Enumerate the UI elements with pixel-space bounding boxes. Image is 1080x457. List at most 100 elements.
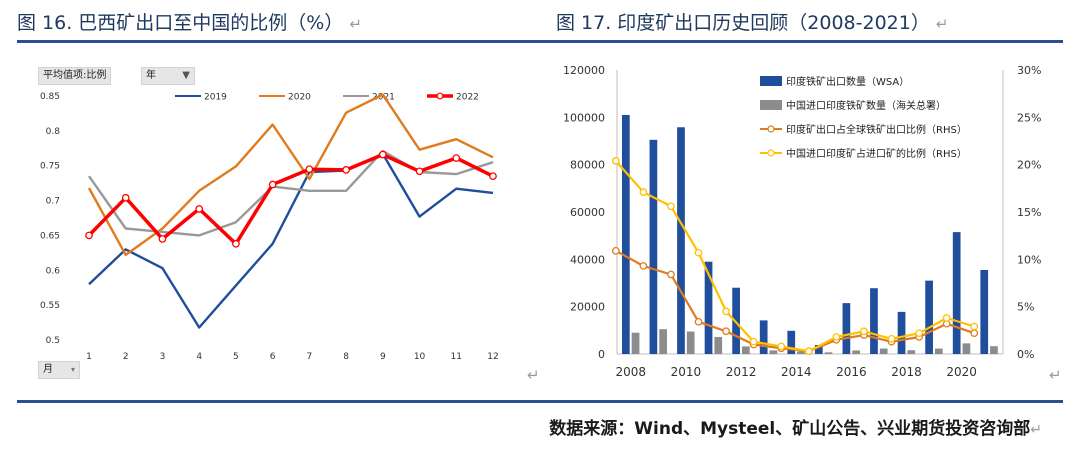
x-tick-label: 5	[233, 352, 239, 362]
bar-customs-2013	[769, 350, 778, 354]
point-2022	[489, 172, 497, 181]
point-china	[970, 322, 979, 331]
return-mark-right: ↵	[1049, 366, 1062, 384]
bar-wsa-2014	[787, 330, 796, 354]
bar-wsa-2016	[842, 303, 851, 354]
filter-icon: ▼	[182, 70, 190, 81]
brazil-line-chart: 0.50.550.60.650.70.750.80.851 2 3 4 5 6 7 8 9 10 1…	[40, 92, 499, 362]
y-tick-label: 0	[598, 348, 605, 361]
y-tick-label: 0.6	[46, 266, 61, 276]
bar-wsa-2010	[677, 127, 685, 354]
point-2022	[121, 193, 130, 202]
x-tick-label: 8	[343, 352, 349, 362]
point-china	[777, 342, 786, 351]
y2-tick-label: 25%	[1017, 111, 1041, 124]
bar-wsa-2015	[814, 345, 823, 354]
point-china	[832, 333, 841, 341]
bar-wsa-2013	[759, 320, 768, 354]
point-china	[860, 327, 868, 336]
legend-swatch-wsa	[760, 76, 782, 86]
data-source: 数据来源：Wind、Mysteel、矿山公告、兴业期货投资咨询部↵	[549, 419, 1042, 439]
source-rule	[17, 400, 1063, 403]
point-china	[639, 188, 648, 196]
bar-wsa-2021	[980, 269, 989, 354]
point-china	[915, 329, 923, 338]
bar-wsa-2011	[704, 261, 713, 354]
y2-tick-label: 15%	[1017, 206, 1041, 219]
point-global	[970, 329, 979, 338]
bar-wsa-2009	[649, 139, 658, 354]
y2-tick-label: 30%	[1017, 64, 1041, 77]
point-china	[694, 248, 703, 257]
point-2022	[85, 231, 93, 240]
y-tick-label: 20000	[570, 301, 605, 314]
bar-customs-2012	[741, 346, 750, 354]
legend-marker-2022	[436, 92, 444, 100]
bar-customs-2018	[907, 350, 916, 354]
x-tick-label: 2018	[891, 365, 922, 379]
x-tick-label: 2020	[946, 365, 977, 379]
x-tick-label: 7	[306, 352, 312, 362]
bar-wsa-2008	[621, 114, 630, 354]
bar-wsa-2020	[952, 232, 961, 354]
x-tick-label: 12	[487, 352, 498, 362]
point-2022	[342, 166, 350, 174]
y-tick-label: 40000	[570, 253, 605, 266]
y-tick-label: 60000	[570, 206, 605, 219]
bar-customs-2010	[686, 331, 695, 354]
point-global	[639, 262, 648, 270]
x-tick-label: 10	[414, 352, 426, 362]
x-tick-label: 6	[270, 352, 276, 362]
x-tick-label: 11	[451, 352, 462, 362]
y-tick-label: 0.65	[40, 231, 60, 241]
bar-customs-2009	[659, 329, 667, 354]
india-chart-panel: 0 20000 40000 60000 80000 100000 120000 0% 5% 10%…	[556, 58, 1046, 388]
y-tick-label: 100000	[563, 111, 605, 124]
legend-label-2022: 2022	[456, 93, 479, 103]
x-tick-label: 3	[160, 352, 166, 362]
x-tick-label: 2008	[616, 365, 647, 379]
point-china	[942, 314, 951, 322]
series-line-2022	[87, 152, 494, 246]
y-tick-label: 0.5	[46, 336, 60, 346]
y-tick-label: 0.7	[46, 197, 60, 207]
point-global	[722, 327, 730, 336]
bar-customs-2020	[962, 343, 971, 354]
india-combo-chart: 0 20000 40000 60000 80000 100000 120000 0% 5% 10%…	[563, 64, 1041, 379]
legend-label-customs: 中国进口印度铁矿数量（海关总署）	[786, 99, 946, 112]
point-2022	[195, 205, 204, 213]
legend-marker-china	[767, 149, 775, 157]
x-tick-label: 2014	[781, 365, 812, 379]
y2-tick-label: 0%	[1017, 348, 1034, 361]
legend-label-2020: 2020	[288, 93, 311, 103]
point-china	[611, 157, 620, 165]
legend-label-global: 印度矿出口占全球铁矿出口比例（RHS）	[786, 123, 967, 136]
y-tick-label: 80000	[570, 159, 605, 172]
legend-swatch-customs	[760, 100, 782, 110]
point-global	[611, 246, 620, 255]
bar-customs-2021	[990, 346, 998, 354]
field-button[interactable]: 平均值项:比例	[38, 67, 112, 85]
point-china	[722, 307, 730, 316]
brazil-chart-panel: 平均值项:比例 年 ▼ 月 ▾ 0.5 0.55 0.6 0.65 0.7 0.75 0.8 0.…	[25, 58, 525, 388]
bar-customs-2017	[879, 348, 888, 354]
x-tick-label: 4	[196, 352, 202, 362]
point-china	[887, 335, 896, 343]
point-china	[804, 347, 813, 356]
point-2022	[158, 235, 167, 243]
y2-tick-label: 5%	[1017, 301, 1034, 314]
x-tick-label: 2010	[671, 365, 702, 379]
point-2022	[415, 167, 424, 176]
bar-customs-2008	[631, 332, 640, 354]
bar-customs-2011	[714, 336, 723, 354]
title-rule	[17, 40, 1063, 43]
y2-tick-label: 20%	[1017, 159, 1041, 172]
right-chart-title: 图 17. 印度矿出口历史回顾（2008-2021） ↵	[556, 12, 949, 34]
x-tick-label: 9	[380, 352, 386, 362]
series-line-2019	[88, 152, 494, 329]
year-filter-button[interactable]: 年 ▼	[141, 67, 195, 85]
bar-customs-2016	[852, 350, 860, 354]
month-filter-button[interactable]: 月 ▾	[38, 361, 80, 379]
bar-customs-2015	[824, 352, 833, 354]
x-tick-label: 2	[123, 352, 129, 362]
